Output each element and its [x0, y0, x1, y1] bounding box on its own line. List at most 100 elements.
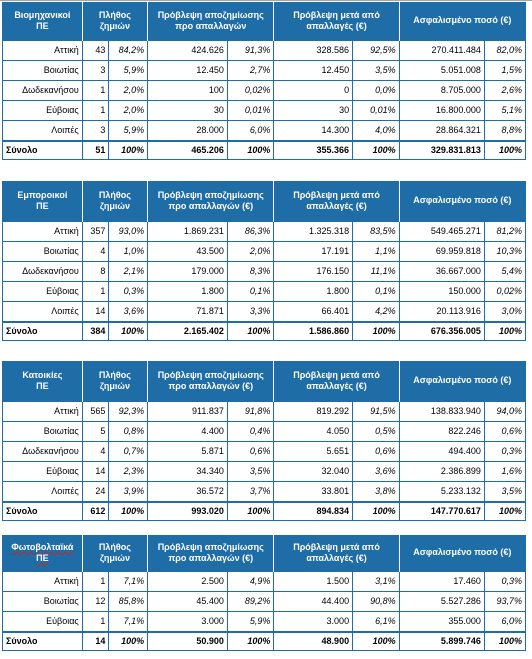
provision-cell: 5.871: [147, 440, 228, 462]
count-cell: 12: [81, 590, 110, 612]
provision-pct-cell: 5,9%: [226, 610, 275, 632]
count-pct-cell: 3,6%: [108, 300, 149, 322]
count-pct-cell: 2,1%: [108, 260, 149, 282]
count-cell: 4: [81, 440, 110, 462]
count-pct-cell: 92,3%: [108, 400, 149, 422]
provision-cell: 911.837: [147, 400, 228, 422]
provision-cell: 3.000: [147, 610, 228, 632]
provision-cell: 36.572: [147, 480, 228, 502]
region-cell: Δωδεκανήσου: [2, 260, 83, 282]
claims-table: Κατοικίες ΠΕ Πλήθος ζημιών Πρόβλεψη αποζημί…: [2, 361, 527, 521]
insured-pct-cell: 0,6%: [483, 420, 527, 442]
insured-cell: 549.465.271: [398, 220, 485, 242]
region-cell: Εύβοιας: [2, 280, 83, 302]
total-after: 1.586.860: [273, 320, 354, 341]
count-pct-cell: 3,9%: [108, 480, 149, 502]
provision-cell: 34.340: [147, 460, 228, 482]
provision-cell: 179.000: [147, 260, 228, 282]
total-count: 612: [81, 500, 110, 521]
insured-pct-cell: 82,0%: [483, 39, 527, 61]
total-insured-pct: 100%: [483, 320, 527, 341]
total-label: Σύνολο: [2, 139, 83, 160]
provision-cell: 45.400: [147, 590, 228, 612]
table-row: Λοιπές 3 5,9% 28.000 6,0% 14.300 4,0% 28.864.32…: [2, 119, 527, 141]
after-cell: 30: [273, 99, 354, 121]
count-cell: 43: [81, 39, 110, 61]
insured-pct-cell: 0,3%: [483, 570, 527, 592]
total-insured: 329.831.813: [398, 139, 485, 160]
count-header: Πλήθος ζημιών: [81, 535, 149, 571]
after-pct-cell: 3,1%: [352, 570, 400, 592]
insured-header: Ασφαλισμένο ποσό (€): [398, 361, 527, 401]
after-cell: 1.800: [273, 280, 354, 302]
insured-cell: 5.051.008: [398, 59, 485, 81]
total-provision: 465.206: [147, 139, 228, 160]
provision-cell: 100: [147, 79, 228, 101]
total-insured-pct: 100%: [483, 500, 527, 521]
provision-cell: 1.800: [147, 280, 228, 302]
insured-pct-cell: 5,4%: [483, 260, 527, 282]
region-cell: Βοιωτίας: [2, 590, 83, 612]
total-insured: 5.899.746: [398, 630, 485, 651]
after-cell: 328.586: [273, 39, 354, 61]
region-cell: Αττική: [2, 39, 83, 61]
claims-table: Βιομηχανικοί ΠΕ Πλήθος ζημιών Πρόβλεψη αποζ…: [2, 2, 527, 160]
after-cell: 176.150: [273, 260, 354, 282]
insured-pct-cell: 5,1%: [483, 99, 527, 121]
after-pct-cell: 92,5%: [352, 39, 400, 61]
insured-header: Ασφαλισμένο ποσό (€): [398, 181, 527, 221]
after-cell: 66.401: [273, 300, 354, 322]
table-row: Βοιωτίας 4 1,0% 43.500 2,0% 17.191 1,1% 69.959.…: [2, 240, 527, 262]
category-label: Φωτοβολταϊκά: [11, 541, 74, 552]
after-pct-cell: 11,1%: [352, 260, 400, 282]
count-cell: 1: [81, 280, 110, 302]
insured-pct-cell: 0,3%: [483, 440, 527, 462]
insured-pct-cell: 94,0%: [483, 400, 527, 422]
count-header: Πλήθος ζημιών: [81, 2, 149, 40]
insured-pct-cell: 3,5%: [483, 480, 527, 502]
count-cell: 3: [81, 119, 110, 141]
total-after: 355.366: [273, 139, 354, 160]
after-cell: 1.500: [273, 570, 354, 592]
table-row: Εύβοιας 1 7,1% 3.000 5,9% 3.000 6,1% 355.000 6,0…: [2, 610, 527, 632]
count-cell: 1: [81, 79, 110, 101]
after-pct-cell: 0,01%: [352, 99, 400, 121]
count-cell: 1: [81, 610, 110, 632]
region-cell: Βοιωτίας: [2, 240, 83, 262]
total-after-pct: 100%: [352, 500, 400, 521]
insured-pct-cell: 8,8%: [483, 119, 527, 141]
table-row: Αττική 1 7,1% 2.500 4,9% 1.500 3,1% 17.460 0,3%: [2, 570, 527, 592]
table-row: Βοιωτίας 12 85,8% 45.400 89,2% 44.400 90,8% 5.5…: [2, 590, 527, 612]
count-pct-cell: 7,1%: [108, 570, 149, 592]
provision-pct-cell: 8,3%: [226, 260, 275, 282]
insured-cell: 36.667.000: [398, 260, 485, 282]
table-row: Δωδεκανήσου 4 0,7% 5.871 0,6% 5.651 0,6% 494.40…: [2, 440, 527, 462]
insured-cell: 150.000: [398, 280, 485, 302]
category-header: Κατοικίες ΠΕ: [2, 361, 83, 401]
category-header: Εμποροικοί ΠΕ: [2, 181, 83, 221]
after-cell: 5.651: [273, 440, 354, 462]
provision-pct-cell: 3,5%: [226, 460, 275, 482]
provision-pct-cell: 3,7%: [226, 480, 275, 502]
count-pct-cell: 85,8%: [108, 590, 149, 612]
region-cell: Εύβοιας: [2, 99, 83, 121]
insured-cell: 8.705.000: [398, 79, 485, 101]
provision-after-header: Πρόβλεψη μετά από απαλλαγές (€): [273, 2, 400, 40]
after-cell: 33.801: [273, 480, 354, 502]
category-label: Εμποροικοί: [17, 189, 68, 200]
provision-cell: 43.500: [147, 240, 228, 262]
provision-pct-cell: 0,6%: [226, 440, 275, 462]
count-cell: 357: [81, 220, 110, 242]
table-row: Αττική 565 92,3% 911.837 91,8% 819.292 91,5% 13…: [2, 400, 527, 422]
after-pct-cell: 6,1%: [352, 610, 400, 632]
provision-after-header: Πρόβλεψη μετά από απαλλαγές (€): [273, 181, 400, 221]
region-cell: Λοιπές: [2, 300, 83, 322]
after-pct-cell: 91,5%: [352, 400, 400, 422]
count-pct-cell: 7,1%: [108, 610, 149, 632]
claims-table: Εμποροικοί ΠΕ Πλήθος ζημιών Πρόβλεψη αποζημ…: [2, 181, 527, 341]
total-after-pct: 100%: [352, 139, 400, 160]
insured-pct-cell: 3,0%: [483, 300, 527, 322]
insured-pct-cell: 93,7%: [483, 590, 527, 612]
after-pct-cell: 90,8%: [352, 590, 400, 612]
provision-cell: 1.869.231: [147, 220, 228, 242]
